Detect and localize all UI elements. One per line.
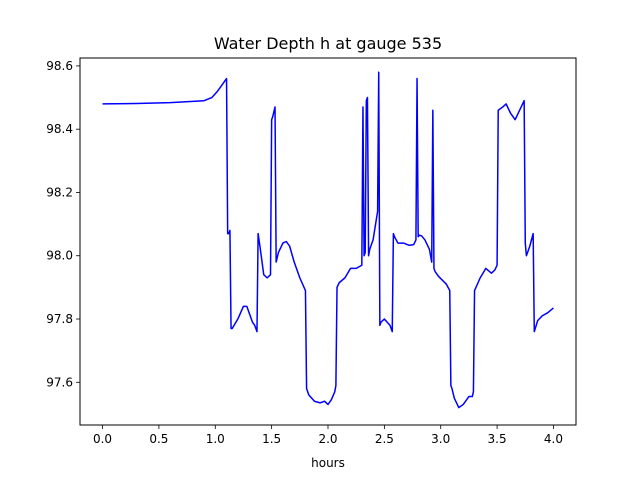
x-tick-label: 3.5: [488, 432, 507, 446]
y-tick-label: 97.6: [46, 375, 73, 389]
series-layer: [102, 71, 554, 409]
y-tick-label: 98.4: [46, 122, 73, 136]
chart-title: Water Depth h at gauge 535: [214, 34, 442, 53]
plot-area: [80, 58, 576, 425]
x-tick-label: 1.0: [206, 432, 225, 446]
x-tick-label: 3.0: [431, 432, 450, 446]
y-tick-label: 98.6: [46, 59, 73, 73]
x-tick-label: 0.0: [93, 432, 112, 446]
x-tick-label: 4.0: [544, 432, 563, 446]
y-axis: 97.6 97.8 98.0 98.2 98.4 98.6: [46, 59, 80, 389]
x-tick-label: 0.5: [149, 432, 168, 446]
x-tick-label: 2.5: [375, 432, 394, 446]
y-tick-label: 97.8: [46, 312, 73, 326]
y-tick-label: 98.0: [46, 249, 73, 263]
x-tick-label: 1.5: [262, 432, 281, 446]
y-tick-label: 98.2: [46, 185, 73, 199]
x-axis: 0.0 0.5 1.0 1.5 2.0 2.5 3.0 3.5 4.0: [93, 425, 563, 446]
series-line-0: [102, 71, 554, 409]
x-tick-label: 2.0: [318, 432, 337, 446]
x-axis-label: hours: [311, 456, 345, 470]
